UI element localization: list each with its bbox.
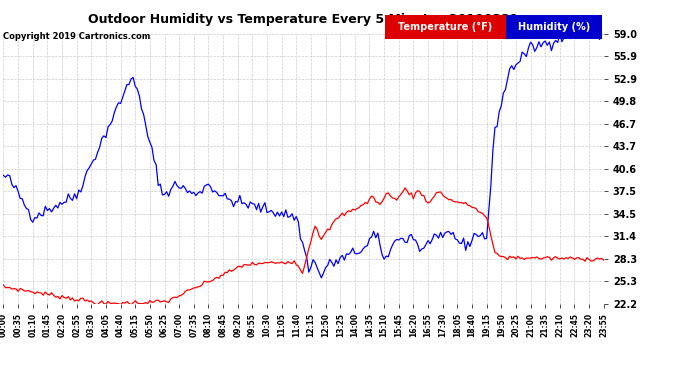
Text: Copyright 2019 Cartronics.com: Copyright 2019 Cartronics.com [3,32,151,41]
Text: Temperature (°F): Temperature (°F) [398,22,493,32]
Text: Humidity (%): Humidity (%) [518,22,590,32]
Text: Outdoor Humidity vs Temperature Every 5 Minutes 20190331: Outdoor Humidity vs Temperature Every 5 … [88,13,519,26]
